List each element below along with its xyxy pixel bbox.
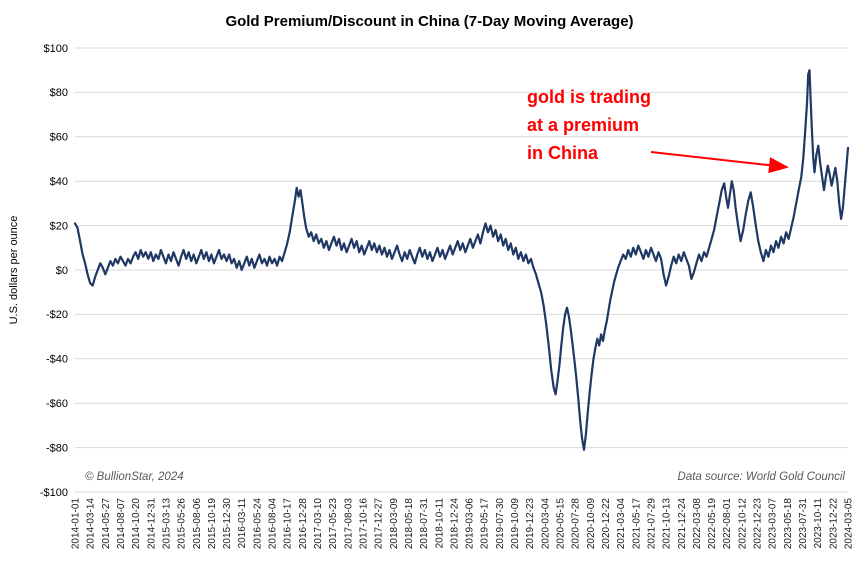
x-tick-label: 2018-05-18 — [404, 498, 415, 550]
x-tick-label: 2020-10-09 — [586, 498, 597, 550]
x-tick-label: 2022-12-23 — [753, 498, 764, 550]
x-tick-label: 2021-10-13 — [662, 498, 673, 550]
x-tick-label: 2021-03-04 — [616, 498, 627, 550]
x-tick-label: 2020-03-04 — [540, 498, 551, 550]
y-tick-label: -$20 — [46, 309, 68, 321]
x-tick-label: 2019-03-06 — [465, 498, 476, 550]
y-tick-label: $80 — [50, 87, 68, 99]
x-tick-label: 2016-05-24 — [252, 498, 263, 550]
x-tick-label: 2020-05-15 — [556, 498, 567, 550]
chart-title: Gold Premium/Discount in China (7-Day Mo… — [225, 13, 634, 30]
x-tick-label: 2016-10-17 — [283, 498, 294, 550]
x-tick-label: 2015-05-26 — [177, 498, 188, 550]
y-tick-label: -$40 — [46, 354, 68, 366]
gridlines — [75, 47, 848, 493]
x-tick-label: 2019-05-17 — [480, 498, 491, 550]
x-tick-label: 2017-03-10 — [313, 498, 324, 550]
series-lines — [73, 69, 850, 451]
x-tick-label: 2014-01-01 — [71, 498, 82, 550]
x-tick-label: 2017-08-03 — [343, 498, 354, 550]
x-tick-label: 2022-10-12 — [737, 498, 748, 550]
x-tick-label: 2017-05-23 — [328, 498, 339, 550]
x-tick-label: 2015-12-30 — [222, 498, 233, 550]
series-line — [73, 69, 850, 451]
x-tick-label: 2018-10-11 — [434, 498, 445, 549]
copyright-text: © BullionStar, 2024 — [85, 471, 184, 483]
x-tick-label: 2022-05-19 — [707, 498, 718, 550]
x-tick-label: 2014-12-31 — [146, 498, 157, 550]
x-tick-label: 2023-03-07 — [768, 498, 779, 550]
x-tick-label: 2014-03-14 — [86, 498, 97, 550]
x-tick-label: 2014-05-27 — [101, 498, 112, 550]
annotation-text: gold is trading at a premium in China — [527, 87, 651, 163]
x-tick-label: 2020-12-22 — [601, 498, 612, 550]
x-tick-label: 2022-03-08 — [692, 498, 703, 550]
x-tick-label: 2018-12-24 — [449, 498, 460, 550]
x-tick-label: 2021-12-24 — [677, 498, 688, 550]
x-tick-label: 2015-08-06 — [192, 498, 203, 550]
x-tick-label: 2023-05-18 — [783, 498, 794, 550]
y-tick-label: $20 — [50, 220, 68, 232]
y-tick-label: $40 — [50, 176, 68, 188]
y-tick-labels: $100 $80 $60 $40 $20 $0 -$20 -$40 -$60 -$80 -$100 — [40, 43, 68, 499]
y-tick-label: $60 — [50, 132, 68, 144]
x-tick-label: 2015-10-19 — [207, 498, 218, 550]
x-tick-label: 2014-10-20 — [131, 498, 142, 550]
y-tick-label: -$60 — [46, 398, 68, 410]
x-tick-label: 2016-08-04 — [268, 498, 279, 550]
annotation-arrow — [650, 151, 789, 174]
x-tick-label: 2021-05-17 — [631, 498, 642, 550]
x-tick-label: 2019-12-23 — [525, 498, 536, 550]
x-tick-label: 2015-03-13 — [161, 498, 172, 550]
x-tick-label: 2018-07-31 — [419, 498, 430, 550]
y-tick-label: $0 — [56, 265, 68, 277]
x-tick-label: 2023-12-22 — [828, 498, 839, 550]
x-tick-label: 2023-07-31 — [798, 498, 809, 550]
x-tick-label: 2017-10-16 — [359, 498, 370, 550]
x-tick-label: 2014-08-07 — [116, 498, 127, 550]
y-tick-label: $100 — [44, 43, 68, 55]
x-tick-label: 2022-08-01 — [722, 498, 733, 550]
x-tick-label: 2018-03-09 — [389, 498, 400, 550]
x-tick-label: 2016-12-28 — [298, 498, 309, 550]
x-tick-label: 2019-10-09 — [510, 498, 521, 550]
y-tick-label: -$80 — [46, 442, 68, 454]
x-tick-labels: 2014-01-01 2014-03-14 2014-05-27 2014-08-07… — [71, 498, 855, 550]
x-tick-label: 2016-03-11 — [237, 498, 248, 549]
x-tick-label: 2019-07-30 — [495, 498, 506, 550]
y-tick-label: -$100 — [40, 487, 68, 499]
annotation-arrow-group — [650, 151, 789, 174]
x-tick-label: 2023-10-11 — [813, 498, 824, 549]
x-tick-label: 2020-07-28 — [571, 498, 582, 550]
x-tick-label: 2024-03-05 — [844, 498, 855, 550]
x-tick-label: 2021-07-29 — [647, 498, 658, 550]
data-source-text: Data source: World Gold Council — [677, 471, 845, 483]
x-tick-label: 2017-12-27 — [374, 498, 385, 550]
